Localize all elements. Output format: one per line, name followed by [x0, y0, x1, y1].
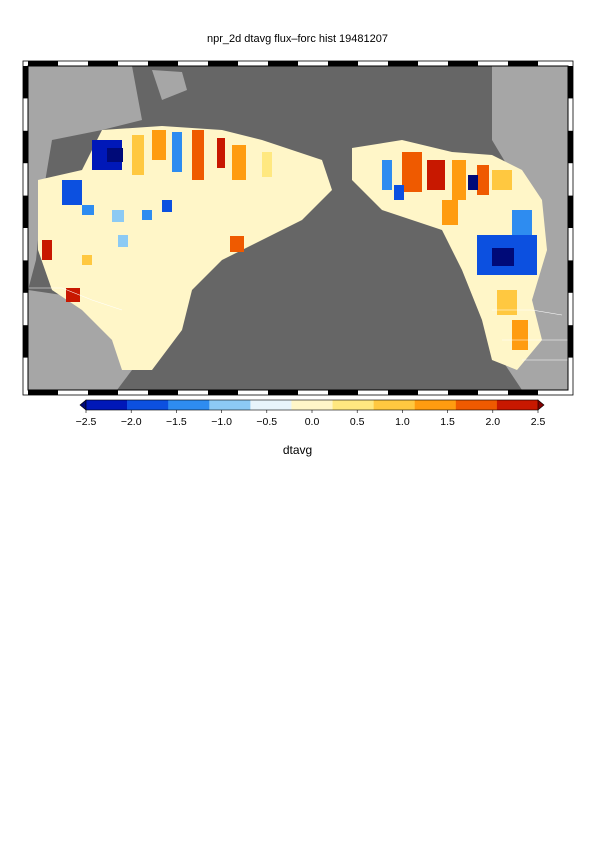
colorbar-tick-label: −2.5 [76, 416, 97, 428]
frame-tick-top [388, 61, 418, 66]
frame-tick-bottom [268, 390, 298, 395]
colorbar-tick-label: −0.5 [256, 416, 277, 428]
land-asia-south [28, 290, 132, 390]
land-arctic-islands [522, 70, 567, 140]
colorbar-swatch [332, 400, 374, 410]
frame-ticks [22, 60, 574, 396]
colorbar-swatch [455, 400, 498, 410]
frame-tick-left [23, 195, 28, 228]
colorbar-swatch [496, 400, 539, 410]
frame-outline [22, 60, 574, 396]
colorbar-ticks: −2.5 −2.0 −1.5 −1.0 −0.5 0.0 0.5 1.0 1.5 2.0 2.5 [76, 410, 545, 428]
frame-tick-left [23, 66, 28, 99]
colorbar-tick-label: −1.5 [166, 416, 187, 428]
frame-tick-top [508, 61, 538, 66]
frame-tick-top [208, 61, 238, 66]
colorbar-tick-label: 1.0 [395, 416, 410, 428]
frame-tick-bottom [328, 390, 358, 395]
frame-tick-right [568, 325, 573, 358]
frame-tick-top [88, 61, 118, 66]
frame-tick-top [448, 61, 478, 66]
frame-tick-left [23, 260, 28, 293]
colorbar-tick-label: 2.5 [531, 416, 546, 428]
colorbar-tick-label: −2.0 [121, 416, 142, 428]
country-borders [28, 287, 568, 380]
colorbar-swatches [79, 399, 545, 411]
colorbar-tick-label: 0.5 [350, 416, 365, 428]
frame-tick-bottom [388, 390, 418, 395]
frame-tick-top [268, 61, 298, 66]
colorbar-tick-label: −1.0 [211, 416, 232, 428]
data-field-north-america [352, 140, 547, 370]
colorbar-swatch [168, 400, 210, 410]
colorbar-swatch [373, 400, 416, 410]
frame-tick-right [568, 130, 573, 164]
frame-tick-bottom [148, 390, 178, 395]
colorbar-tick-label: 2.0 [485, 416, 500, 428]
colorbar-swatch [127, 400, 169, 410]
frame-tick-bottom [508, 390, 538, 395]
frame-tick-bottom [28, 390, 58, 395]
colorbar-swatch [86, 400, 128, 410]
colorbar-label: dtavg [282, 443, 313, 457]
colorbar-swatch [209, 400, 251, 410]
land-islands [152, 70, 187, 100]
colorbar-min-arrow [79, 399, 87, 411]
frame-tick-bottom [208, 390, 238, 395]
frame-tick-left [23, 130, 28, 164]
frame-tick-top [148, 61, 178, 66]
frame-tick-right [568, 260, 573, 293]
colorbar-swatch [291, 400, 333, 410]
map-panel [22, 60, 574, 396]
land-asia-west [28, 66, 142, 290]
frame-tick-top [28, 61, 58, 66]
frame-tick-right [568, 195, 573, 228]
colorbar-max-arrow [537, 399, 545, 411]
colorbar-swatch [414, 400, 457, 410]
frame-tick-right [568, 66, 573, 99]
frame-tick-left [23, 325, 28, 358]
frame-tick-bottom [448, 390, 478, 395]
colorbar: −2.5 −2.0 −1.5 −1.0 −0.5 0.0 0.5 1.0 1.5 2.0 2.5 [76, 399, 545, 428]
colorbar-tick-label: 0.0 [305, 416, 320, 428]
frame-tick-top [328, 61, 358, 66]
frame-tick-bottom [88, 390, 118, 395]
plot-title: npr_2d dtavg flux–forc hist 19481207 [206, 33, 389, 45]
colorbar-swatch [250, 400, 292, 410]
colorbar-tick-label: 1.5 [440, 416, 455, 428]
data-field-eurasia [38, 126, 332, 370]
